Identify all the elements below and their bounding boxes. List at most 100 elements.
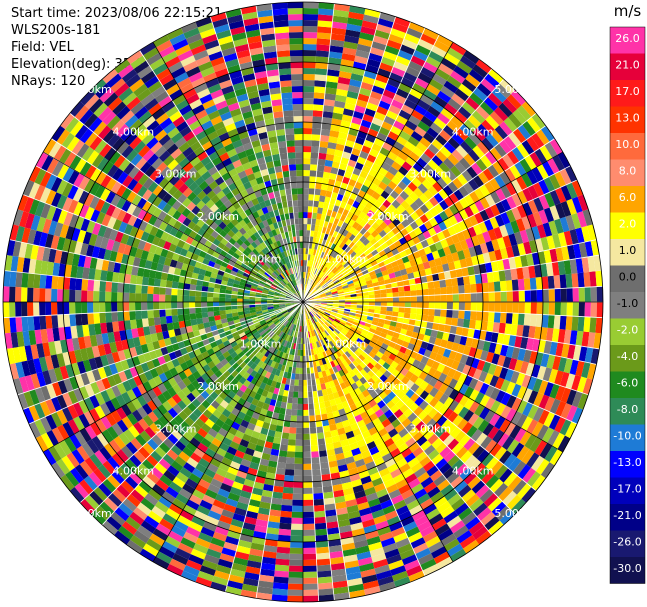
ppi-cell: [581, 256, 590, 273]
ppi-cell: [352, 229, 360, 237]
ppi-cell: [186, 201, 196, 212]
ppi-cell: [250, 102, 262, 111]
ppi-cell: [484, 151, 498, 165]
ppi-cell: [174, 152, 186, 164]
ppi-cell: [397, 286, 405, 292]
ppi-cell: [102, 129, 116, 144]
ppi-cell: [193, 146, 205, 157]
ppi-cell: [344, 102, 356, 111]
ppi-cell: [294, 451, 303, 458]
ppi-cell: [355, 224, 364, 233]
ppi-cell: [248, 41, 263, 50]
ppi-cell: [170, 132, 184, 144]
ppi-cell: [256, 261, 263, 268]
ppi-cell: [294, 379, 299, 386]
ppi-cell: [388, 166, 399, 176]
ppi-cell: [516, 190, 528, 205]
ppi-cell: [27, 287, 34, 302]
ppi-cell: [508, 257, 517, 270]
ppi-cell: [371, 249, 379, 257]
ppi-cell: [198, 114, 211, 126]
ppi-cell: [289, 176, 297, 183]
ppi-cell: [286, 284, 291, 290]
ppi-cell: [289, 547, 303, 554]
ppi-cell: [401, 38, 418, 50]
ppi-cell: [318, 2, 335, 10]
ppi-cell: [99, 312, 107, 324]
ppi-cell: [412, 162, 424, 173]
ppi-cell: [245, 29, 261, 38]
ppi-cell: [192, 104, 205, 115]
ppi-cell: [306, 236, 310, 243]
ppi-cell: [494, 143, 507, 158]
ppi-cell: [216, 147, 227, 157]
ppi-cell: [70, 120, 84, 137]
ppi-cell: [516, 143, 530, 159]
ppi-cell: [149, 169, 161, 182]
ppi-cell: [367, 226, 376, 235]
ppi-cell: [264, 212, 271, 220]
ppi-cell: [374, 293, 381, 299]
ppi-cell: [282, 264, 287, 271]
ppi-cell: [434, 287, 441, 296]
ppi-cell: [451, 233, 460, 244]
ppi-cell: [135, 318, 143, 329]
ppi-cell: [482, 282, 489, 293]
ppi-cell: [318, 278, 324, 285]
ppi-cell: [87, 302, 94, 314]
ppi-cell: [348, 218, 356, 227]
ppi-cell: [511, 146, 525, 162]
ppi-cell: [374, 111, 386, 122]
ppi-cell: [375, 172, 385, 182]
ppi-cell: [280, 158, 289, 166]
ppi-cell: [276, 134, 287, 142]
ppi-cell: [178, 157, 190, 169]
ppi-cell: [309, 170, 317, 177]
ppi-cell: [205, 199, 215, 209]
ppi-cell: [329, 197, 337, 205]
ppi-cell: [308, 297, 315, 301]
ppi-cell: [249, 299, 256, 302]
ppi-cell: [174, 72, 189, 84]
ppi-cell: [250, 234, 258, 242]
ppi-cell: [218, 166, 228, 177]
ppi-cell: [45, 315, 53, 329]
ppi-cell: [544, 192, 556, 208]
ppi-cell: [308, 298, 315, 301]
ppi-cell: [196, 200, 206, 210]
ppi-cell: [240, 105, 252, 114]
ppi-cell: [172, 189, 183, 201]
ppi-cell: [312, 281, 317, 287]
ppi-cell: [433, 280, 441, 289]
ppi-cell: [523, 241, 532, 255]
ppi-cell: [142, 149, 155, 162]
ppi-cell: [292, 493, 303, 500]
ppi-cell: [525, 227, 535, 242]
ppi-cell: [404, 296, 411, 302]
ppi-cell: [443, 207, 454, 218]
ppi-cell: [527, 199, 539, 214]
ppi-cell: [337, 131, 348, 140]
ppi-cell: [418, 248, 427, 257]
ppi-cell: [373, 79, 387, 90]
ppi-cell: [356, 298, 363, 302]
ppi-cell: [284, 128, 295, 135]
ppi-cell: [291, 403, 298, 410]
ppi-cell: [273, 20, 289, 28]
ppi-cell: [296, 421, 303, 428]
ppi-cell: [274, 165, 283, 173]
ppi-cell: [451, 277, 459, 287]
ppi-cell: [338, 295, 345, 299]
ppi-cell: [165, 315, 173, 324]
ppi-cell: [438, 221, 448, 232]
ppi-cell: [454, 200, 465, 212]
ppi-cell: [320, 281, 327, 287]
ppi-cell: [261, 265, 268, 272]
ppi-cell: [455, 128, 469, 141]
ppi-cell: [186, 93, 200, 105]
ppi-cell: [183, 27, 200, 39]
ppi-cell: [439, 145, 452, 158]
ppi-cell: [282, 170, 290, 178]
ppi-cell: [249, 159, 259, 168]
ppi-cell: [252, 248, 259, 256]
